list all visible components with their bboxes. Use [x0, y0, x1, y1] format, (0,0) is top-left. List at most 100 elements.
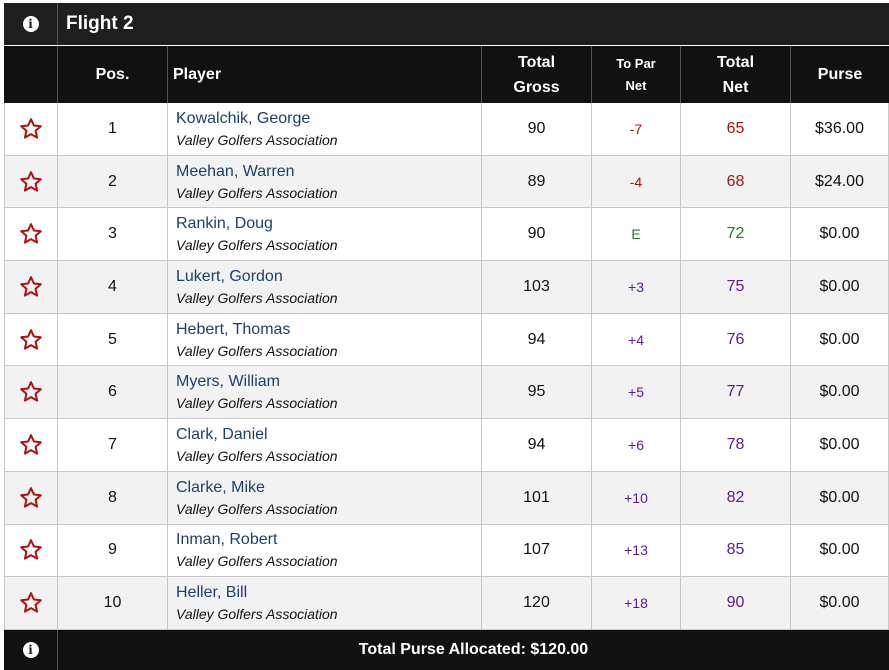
player-cell: Clarke, Mike Valley Golfers Association — [168, 471, 482, 524]
total-net-cell: 78 — [681, 419, 791, 471]
star-icon[interactable] — [19, 380, 43, 404]
star-icon[interactable] — [19, 275, 43, 299]
player-name-link[interactable]: Heller, Bill — [176, 584, 248, 602]
total-gross-cell: 94 — [482, 313, 592, 366]
column-header-row: Pos. Player Total Gross To Par Net Total… — [4, 46, 889, 103]
star-icon[interactable] — [19, 328, 43, 352]
header-purse[interactable]: Purse — [817, 66, 863, 83]
favorite-star-cell[interactable] — [4, 524, 58, 577]
star-icon[interactable] — [19, 117, 43, 141]
header-total-net-line2: Net — [722, 78, 749, 96]
player-association: Valley Golfers Association — [176, 606, 338, 623]
table-row: 7 Clark, Daniel Valley Golfers Association… — [4, 419, 889, 472]
player-association: Valley Golfers Association — [176, 131, 338, 148]
footer-info-cell[interactable]: i — [4, 630, 58, 670]
info-icon[interactable]: i — [22, 642, 39, 658]
header-total-net[interactable]: Total Net — [681, 46, 791, 103]
player-name-link[interactable]: Meehan, Warren — [176, 162, 295, 180]
player-name-link[interactable]: Lukert, Gordon — [176, 267, 283, 285]
flight-title: Flight 2 — [66, 13, 134, 34]
player-name-link[interactable]: Inman, Robert — [176, 531, 278, 549]
to-par-net-cell: +10 — [592, 471, 681, 524]
table-row: 4 Lukert, Gordon Valley Golfers Associatio… — [4, 261, 889, 314]
header-to-par-line2: Net — [625, 77, 647, 93]
player-name-link[interactable]: Clarke, Mike — [176, 478, 265, 496]
total-gross-cell: 89 — [482, 155, 592, 208]
to-par-net-cell: +6 — [592, 419, 681, 471]
star-icon[interactable] — [19, 538, 43, 562]
purse-cell: $36.00 — [791, 103, 889, 155]
position-cell: 5 — [58, 313, 168, 366]
total-net-cell: 77 — [681, 366, 791, 419]
player-name-link[interactable]: Kowalchik, George — [176, 109, 311, 127]
favorite-star-cell[interactable] — [4, 155, 58, 208]
to-par-net-cell: +5 — [592, 366, 681, 419]
player-cell: Hebert, Thomas Valley Golfers Association — [168, 313, 482, 366]
player-cell: Rankin, Doug Valley Golfers Association — [168, 208, 482, 261]
table-row: 9 Inman, Robert Valley Golfers Association… — [4, 524, 889, 578]
header-favorite — [4, 46, 58, 103]
purse-cell: $0.00 — [791, 261, 889, 313]
total-gross-cell: 90 — [482, 208, 592, 261]
favorite-star-cell[interactable] — [4, 577, 58, 629]
header-player[interactable]: Player — [168, 46, 482, 103]
header-total-gross[interactable]: Total Gross — [482, 46, 592, 103]
position-cell: 3 — [58, 208, 168, 261]
favorite-star-cell[interactable] — [4, 208, 58, 261]
leaderboard-body: 1 Kowalchik, George Valley Golfers Associa… — [4, 103, 889, 630]
to-par-net-cell: +13 — [592, 524, 681, 577]
player-name-link[interactable]: Hebert, Thomas — [176, 320, 291, 338]
favorite-star-cell[interactable] — [4, 261, 58, 313]
player-name-link[interactable]: Clark, Daniel — [176, 425, 268, 443]
to-par-net-cell: E — [592, 208, 681, 261]
player-name-link[interactable]: Rankin, Doug — [176, 215, 273, 233]
star-icon[interactable] — [19, 591, 43, 615]
favorite-star-cell[interactable] — [4, 471, 58, 524]
purse-cell: $0.00 — [791, 577, 889, 629]
table-row: 5 Hebert, Thomas Valley Golfers Associatio… — [4, 313, 889, 367]
total-net-cell: 68 — [681, 155, 791, 208]
total-net-cell: 85 — [681, 524, 791, 577]
player-association: Valley Golfers Association — [176, 553, 338, 570]
player-cell: Heller, Bill Valley Golfers Association — [168, 577, 482, 629]
to-par-net-cell: +4 — [592, 313, 681, 366]
to-par-net-cell: -7 — [592, 103, 681, 155]
position-cell: 8 — [58, 471, 168, 524]
player-cell: Kowalchik, George Valley Golfers Associat… — [168, 103, 482, 155]
star-icon[interactable] — [19, 222, 43, 246]
player-association: Valley Golfers Association — [176, 342, 338, 359]
total-gross-cell: 103 — [482, 261, 592, 313]
total-net-cell: 82 — [681, 471, 791, 524]
header-total-net-line1: Total — [716, 53, 755, 71]
favorite-star-cell[interactable] — [4, 103, 58, 155]
header-pos[interactable]: Pos. — [58, 46, 168, 103]
table-row: 1 Kowalchik, George Valley Golfers Associa… — [4, 103, 889, 156]
star-icon[interactable] — [19, 486, 43, 510]
table-row: 2 Meehan, Warren Valley Golfers Associatio… — [4, 155, 889, 209]
total-net-cell: 72 — [681, 208, 791, 261]
total-net-cell: 76 — [681, 313, 791, 366]
player-association: Valley Golfers Association — [176, 237, 338, 254]
purse-cell: $0.00 — [791, 208, 889, 261]
star-icon[interactable] — [19, 433, 43, 457]
player-cell: Inman, Robert Valley Golfers Association — [168, 524, 482, 577]
favorite-star-cell[interactable] — [4, 419, 58, 471]
star-icon[interactable] — [19, 170, 43, 194]
purse-cell: $24.00 — [791, 155, 889, 208]
table-row: 10 Heller, Bill Valley Golfers Association… — [4, 577, 889, 630]
info-icon[interactable]: i — [22, 16, 39, 32]
table-row: 8 Clarke, Mike Valley Golfers Association 1… — [4, 471, 889, 525]
title-info-cell[interactable]: i — [4, 3, 58, 45]
favorite-star-cell[interactable] — [4, 313, 58, 366]
to-par-net-cell: -4 — [592, 155, 681, 208]
total-net-cell: 90 — [681, 577, 791, 629]
favorite-star-cell[interactable] — [4, 366, 58, 419]
player-association: Valley Golfers Association — [176, 184, 338, 201]
player-cell: Meehan, Warren Valley Golfers Association — [168, 155, 482, 208]
header-to-par-net[interactable]: To Par Net — [592, 46, 681, 103]
purse-cell: $0.00 — [791, 419, 889, 471]
header-to-par-line1: To Par — [616, 55, 656, 71]
header-total-gross-line1: Total — [517, 53, 556, 71]
player-name-link[interactable]: Myers, William — [176, 373, 280, 391]
